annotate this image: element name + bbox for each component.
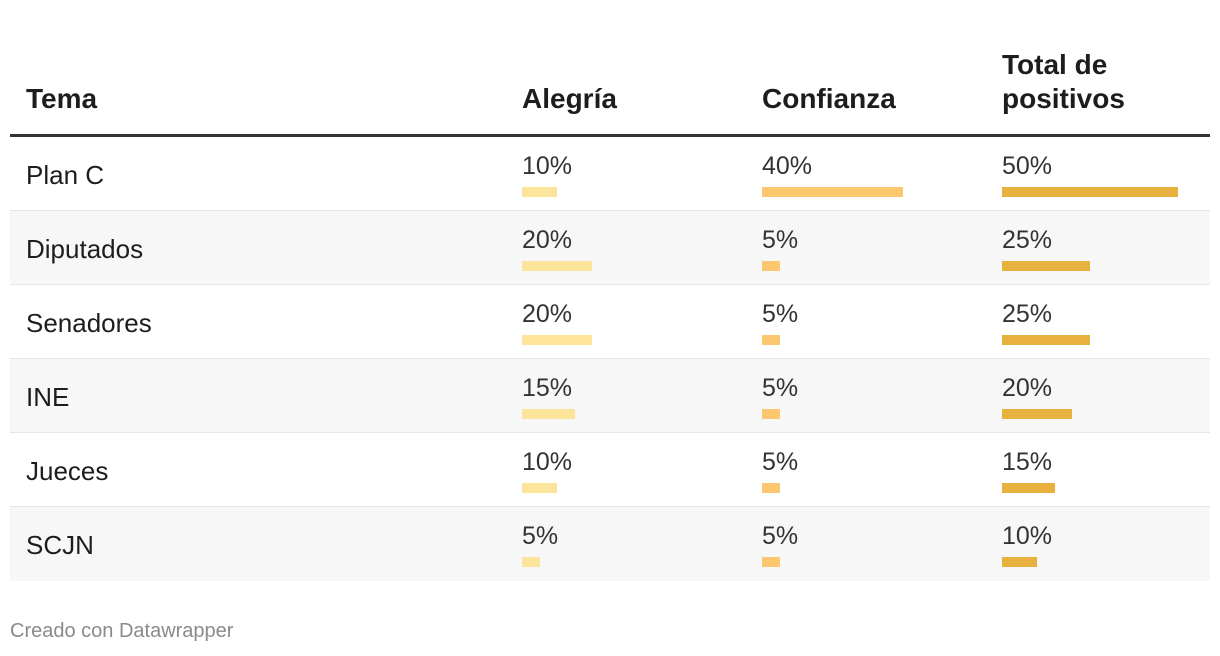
alegria-value: 10% [522,448,573,476]
confianza-bar [762,409,780,419]
total-cell: 10% [1002,521,1052,567]
alegria-value: 10% [522,152,573,180]
total-bar [1002,409,1073,419]
confianza-value: 5% [762,226,799,254]
total-value: 50% [1002,152,1053,180]
confianza-bar [762,557,780,567]
table-row: SCJN 5% 5% 10% [10,507,1210,581]
header-confianza: Confianza [762,83,896,114]
confianza-value: 5% [762,300,799,328]
alegria-value: 20% [522,300,573,328]
alegria-bar [522,557,540,567]
table-row: Senadores 20% 5% 25% [10,285,1210,359]
alegria-bar [522,335,593,345]
total-cell: 20% [1002,373,1073,419]
topic-label: Jueces [26,456,109,486]
total-cell: 15% [1002,447,1055,493]
confianza-cell: 5% [762,373,798,419]
total-value: 15% [1002,448,1053,476]
alegria-bar [522,409,575,419]
confianza-cell: 5% [762,521,798,567]
confianza-bar [762,261,780,271]
footer-credit: Creado con Datawrapper [10,620,234,642]
total-cell: 25% [1002,299,1090,345]
total-bar [1002,483,1055,493]
confianza-value: 5% [762,522,799,550]
topic-label: Senadores [26,308,152,338]
confianza-cell: 40% [762,151,903,197]
total-value: 25% [1002,300,1053,328]
table-row: Diputados 20% 5% 25% [10,211,1210,285]
alegria-bar [522,483,558,493]
total-bar [1002,335,1090,345]
alegria-cell: 20% [522,299,593,345]
header-tema: Tema [26,83,98,114]
alegria-cell: 20% [522,225,593,271]
total-value: 10% [1002,522,1053,550]
total-cell: 50% [1002,151,1178,197]
alegria-value: 20% [522,226,573,254]
confianza-bar [762,483,780,493]
alegria-cell: 15% [522,373,575,419]
confianza-value: 40% [762,152,813,180]
alegria-cell: 10% [522,151,572,197]
header-total-positivos: Total de positivos [1002,49,1125,114]
total-bar [1002,557,1038,567]
topic-label: SCJN [26,530,94,560]
table-row: Jueces 10% 5% 15% [10,433,1210,507]
table-row: Plan C 10% 40% 50% [10,137,1210,211]
alegria-value: 5% [522,522,559,550]
alegria-cell: 5% [522,521,558,567]
confianza-bar [762,187,903,197]
alegria-bar [522,187,558,197]
table-row: INE 15% 5% 20% [10,359,1210,433]
confianza-value: 5% [762,374,799,402]
table-header: Tema Alegría Confianza Total de positivo… [10,0,1210,137]
total-bar [1002,261,1090,271]
header-alegria: Alegría [522,83,617,114]
topic-label: INE [26,382,70,412]
topic-label: Diputados [26,234,144,264]
total-bar [1002,187,1178,197]
confianza-cell: 5% [762,225,798,271]
confianza-value: 5% [762,448,799,476]
alegria-value: 15% [522,374,573,402]
total-value: 20% [1002,374,1053,402]
alegria-cell: 10% [522,447,572,493]
confianza-cell: 5% [762,447,798,493]
table-body: Plan C 10% 40% 50% Diputados 20% 5% 25% Senadore… [10,137,1210,581]
alegria-bar [522,261,593,271]
total-value: 25% [1002,226,1053,254]
confianza-bar [762,335,780,345]
confianza-cell: 5% [762,299,798,345]
topic-label: Plan C [26,160,105,190]
total-cell: 25% [1002,225,1090,271]
